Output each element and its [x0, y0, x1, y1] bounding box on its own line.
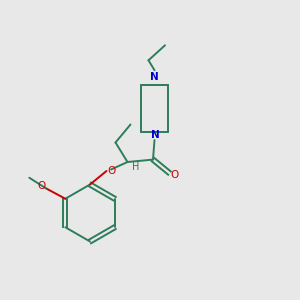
- Text: H: H: [132, 162, 140, 172]
- Text: O: O: [108, 166, 116, 176]
- Text: O: O: [38, 181, 46, 191]
- Text: N: N: [150, 72, 159, 82]
- Text: N: N: [151, 130, 160, 140]
- Text: O: O: [170, 169, 179, 180]
